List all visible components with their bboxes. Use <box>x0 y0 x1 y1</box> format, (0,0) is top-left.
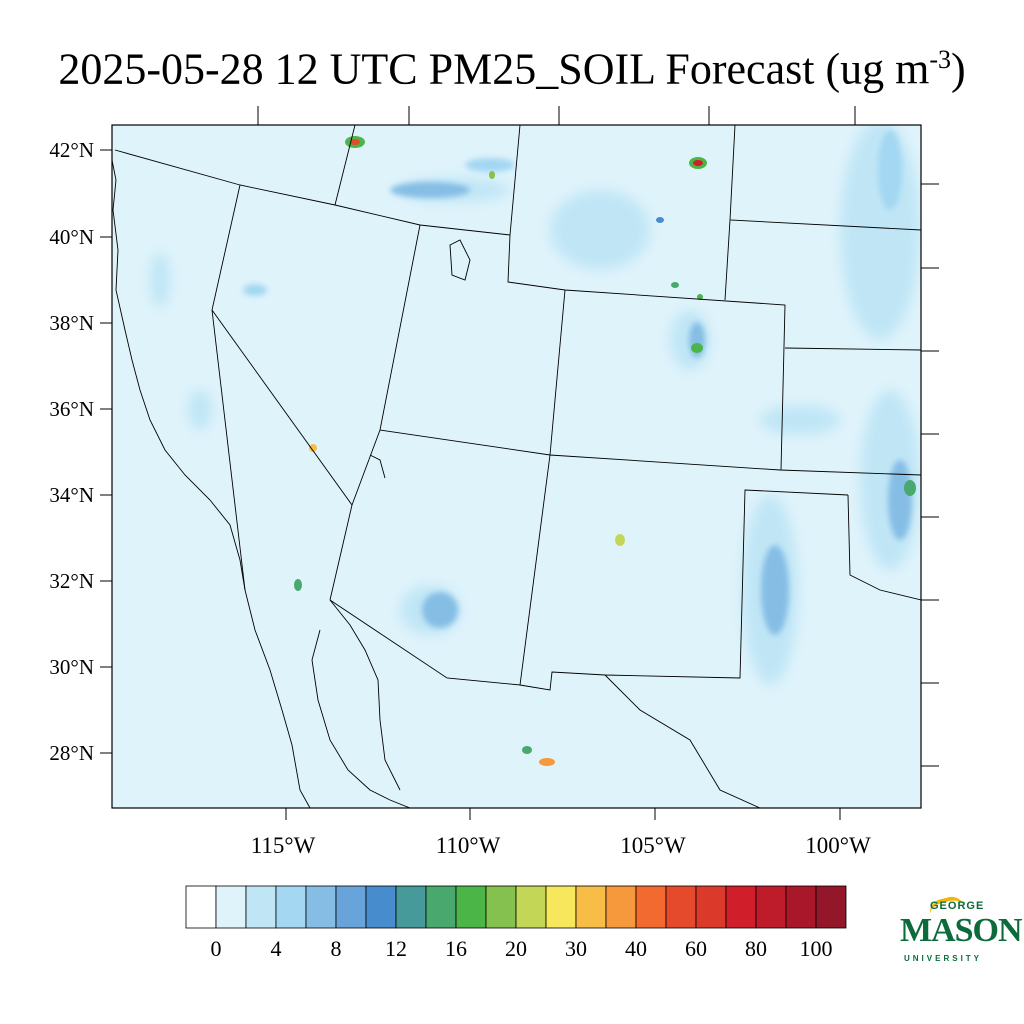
colorbar-label: 8 <box>331 936 342 961</box>
medium-patches <box>243 130 912 635</box>
ticks <box>100 106 939 820</box>
colorbar-box <box>425 885 457 929</box>
colorbar-label: 4 <box>271 936 282 961</box>
colorbar-box <box>755 885 787 929</box>
logo-bottom-text: UNIVERSITY <box>904 954 983 963</box>
colorbar-box <box>365 885 397 929</box>
colorbar-box <box>695 885 727 929</box>
colorbar-labels: 0 4 8 12 16 20 30 40 60 80 100 <box>211 936 833 961</box>
boundaries <box>112 125 921 808</box>
lat-label-42: 42°N <box>49 138 94 162</box>
title-main: 2025-05-28 12 UTC PM25_SOIL Forecast (ug… <box>58 44 930 94</box>
title-close: ) <box>951 44 966 94</box>
colorbar-label: 16 <box>445 936 467 961</box>
colorbar-box <box>605 885 637 929</box>
river-line <box>369 454 386 479</box>
lat-label-40: 40°N <box>49 225 94 249</box>
colorbar-box <box>245 885 277 929</box>
great-salt-lake <box>449 239 471 281</box>
lat-label-28: 28°N <box>49 741 94 765</box>
colorbar-box <box>575 885 607 929</box>
colorbar-label: 30 <box>565 936 587 961</box>
colorbar-label: 40 <box>625 936 647 961</box>
longitude-labels: 115°W 110°W 105°W 100°W <box>251 833 871 858</box>
lon-label-100: 100°W <box>805 833 871 858</box>
colorbar-label: 100 <box>800 936 833 961</box>
logo-top-text: GEORGE <box>930 900 985 912</box>
chart-title: 2025-05-28 12 UTC PM25_SOIL Forecast (ug… <box>0 30 1024 100</box>
gulf-east <box>329 599 401 791</box>
colorbar-label: 60 <box>685 936 707 961</box>
map-background <box>112 125 921 808</box>
colorbar-label: 12 <box>385 936 407 961</box>
lon-label-110: 110°W <box>436 833 501 858</box>
colorbar-box <box>815 885 847 929</box>
colorbar-box <box>665 885 697 929</box>
colorbar-box <box>455 885 487 929</box>
colorbar-box <box>545 885 577 929</box>
colorbar-box <box>275 885 307 929</box>
concentration-shading <box>150 125 920 685</box>
colorbar-box <box>215 885 247 929</box>
colorbar-box <box>305 885 337 929</box>
coastline <box>112 159 311 808</box>
logo-name-text: MASON <box>900 912 1023 949</box>
hotspots <box>294 136 916 766</box>
colorbar-box <box>725 885 757 929</box>
latitude-labels: 42°N 40°N 38°N 36°N 34°N 32°N 30°N 28°N <box>49 138 94 765</box>
lat-label-32: 32°N <box>49 569 94 593</box>
title-exponent: -3 <box>929 45 951 74</box>
lat-label-38: 38°N <box>49 311 94 335</box>
gulf-coast <box>311 629 411 808</box>
colorbar-box <box>635 885 667 929</box>
colorbar-label: 80 <box>745 936 767 961</box>
colorbar-box <box>515 885 547 929</box>
gmu-logo: GEORGE MASON UNIVERSITY <box>898 893 1023 976</box>
lon-label-115: 115°W <box>251 833 316 858</box>
lat-label-36: 36°N <box>49 397 94 421</box>
colorbar-box <box>335 885 367 929</box>
colorbar-box <box>185 885 217 929</box>
colorbar-label: 20 <box>505 936 527 961</box>
map-frame <box>111 124 922 809</box>
lat-label-34: 34°N <box>49 483 94 507</box>
colorbar-box <box>485 885 517 929</box>
colorbar-label: 0 <box>211 936 222 961</box>
texas-border <box>604 494 921 808</box>
lat-label-30: 30°N <box>49 655 94 679</box>
colorbar-box <box>785 885 817 929</box>
colorbar <box>185 885 847 929</box>
lon-label-105: 105°W <box>620 833 686 858</box>
colorbar-box <box>395 885 427 929</box>
